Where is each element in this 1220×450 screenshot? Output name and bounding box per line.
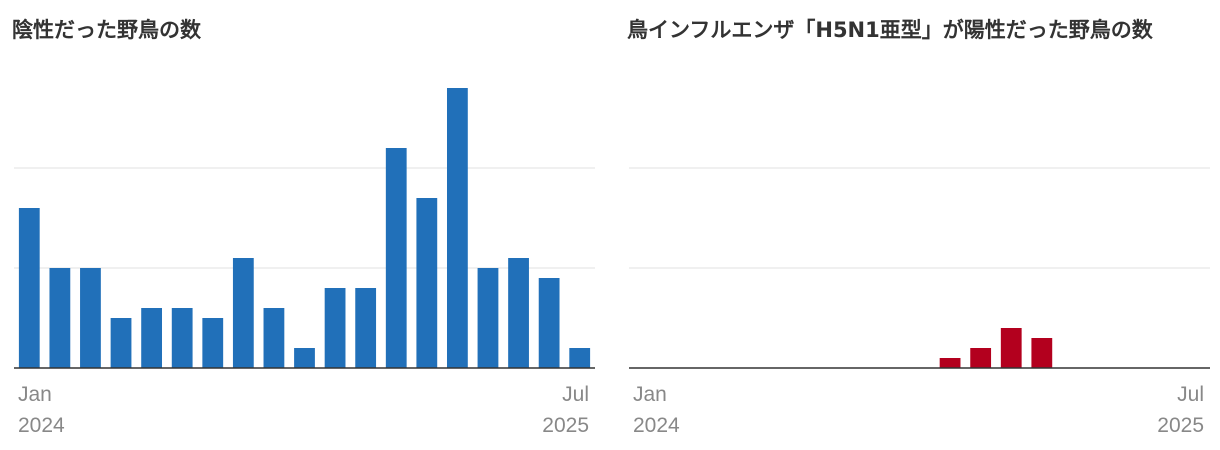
bar (171, 308, 193, 368)
bar (355, 288, 377, 368)
chart: Jan 2024 Jul 2025 (629, 167, 1210, 437)
bar (939, 358, 961, 368)
x-tick-label: 2024 (18, 414, 65, 437)
bar (1031, 338, 1053, 368)
bar (446, 88, 468, 368)
bar (970, 348, 992, 368)
chart-panel: Jan 2024 Jul 2025 陰性だった野鳥の数 (10, 0, 595, 450)
chart-title: 陰性だった野鳥の数 (12, 18, 201, 42)
bar (202, 318, 224, 368)
x-tick-label: 2025 (1157, 414, 1204, 437)
bar (294, 348, 315, 368)
chart-panel: Jan 2024 Jul 2025 鳥インフルエンザ「H5N1亜型」が陽性だった野鳥の… (625, 0, 1210, 450)
bar (110, 318, 132, 368)
x-tick-label: Jul (562, 383, 589, 406)
bar (508, 258, 529, 368)
bar (18, 208, 40, 368)
bar (385, 148, 407, 368)
x-tick-label: Jul (1177, 383, 1204, 406)
bar (232, 258, 254, 368)
bar (324, 288, 346, 368)
bar (569, 348, 591, 368)
bar (416, 198, 438, 368)
x-tick-label: Jan (18, 383, 52, 406)
x-tick-label: Jan (633, 383, 667, 406)
bar (477, 268, 499, 368)
x-tick-label: 2025 (542, 414, 589, 437)
chart: Jan 2024 Jul 2025 (14, 88, 595, 437)
bar (538, 278, 560, 368)
bar (49, 268, 71, 368)
bar (80, 268, 101, 368)
chart-title: 鳥インフルエンザ「H5N1亜型」が陽性だった野鳥の数 (627, 18, 1153, 42)
bar (1000, 328, 1022, 368)
bar (263, 308, 285, 368)
x-tick-label: 2024 (633, 414, 680, 437)
bar (141, 308, 163, 368)
